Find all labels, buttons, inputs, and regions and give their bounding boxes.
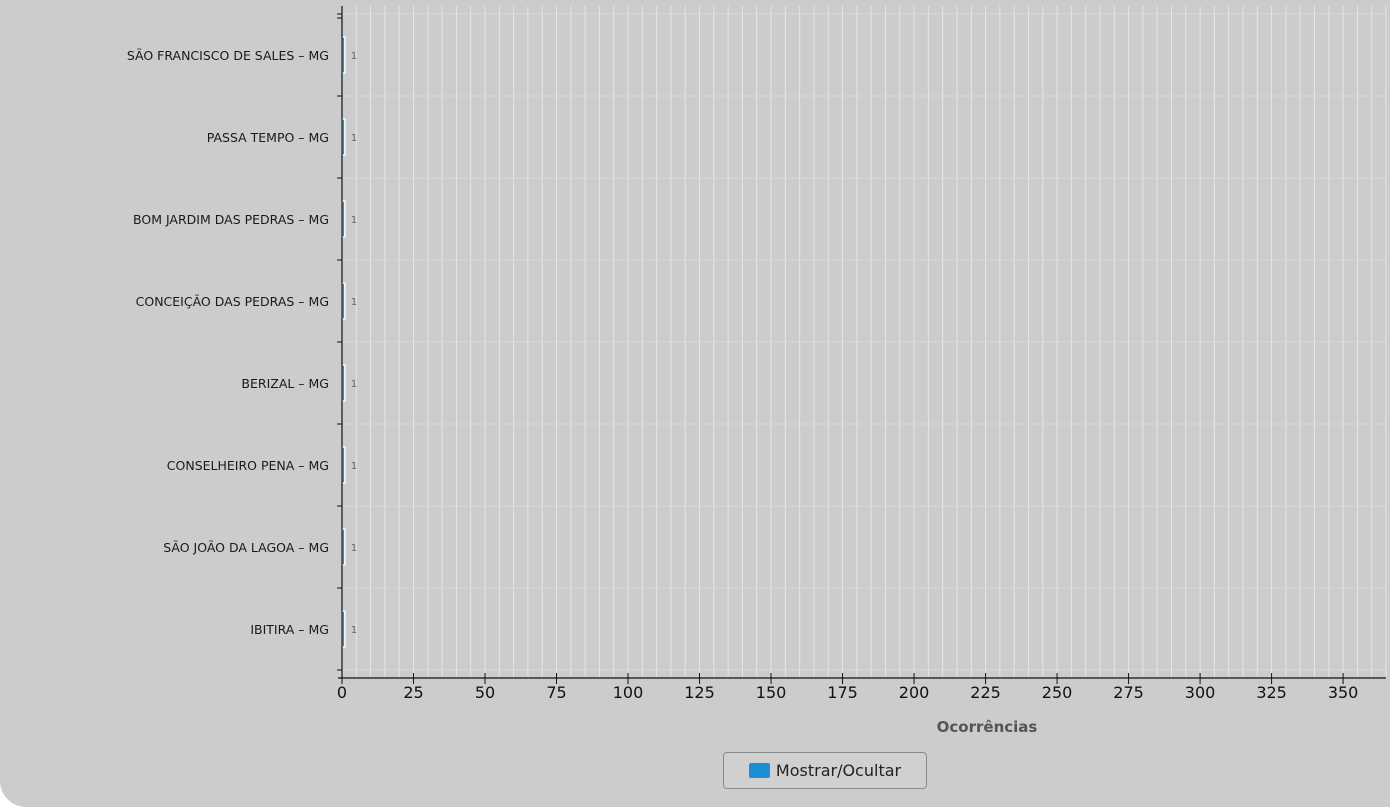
bar-value-label: 1 bbox=[351, 133, 357, 144]
category-label: CONSELHEIRO PENA – MG bbox=[167, 458, 329, 473]
category-label: SÃO FRANCISCO DE SALES – MG bbox=[127, 48, 329, 63]
labels: 1 SÃO FRANCISCO DE SALES – MG 1 PASSA TEMPO… bbox=[127, 48, 1359, 702]
x-tick-label: 0 bbox=[337, 683, 347, 702]
bar-value-label: 1 bbox=[351, 543, 357, 554]
x-tick-label: 25 bbox=[403, 683, 423, 702]
x-tick-label: 50 bbox=[475, 683, 495, 702]
x-tick-label: 200 bbox=[899, 683, 930, 702]
x-tick-label: 275 bbox=[1113, 683, 1144, 702]
category-label: BOM JARDIM DAS PEDRAS – MG bbox=[133, 212, 329, 227]
category-label: SÃO JOÃO DA LAGOA – MG bbox=[163, 540, 329, 555]
x-tick-label: 75 bbox=[546, 683, 566, 702]
category-label: IBITIRA – MG bbox=[250, 622, 329, 637]
x-tick-label: 350 bbox=[1328, 683, 1359, 702]
category-label: CONCEIÇÃO DAS PEDRAS – MG bbox=[136, 294, 329, 309]
x-tick-label: 150 bbox=[756, 683, 787, 702]
grid-lines bbox=[342, 6, 1387, 678]
bar-chart: 1 SÃO FRANCISCO DE SALES – MG 1 PASSA TEMPO… bbox=[127, 6, 1387, 736]
x-tick-label: 250 bbox=[1042, 683, 1073, 702]
legend-swatch-icon bbox=[748, 763, 770, 778]
legend-label: Mostrar/Ocultar bbox=[775, 761, 902, 780]
axes bbox=[337, 6, 1386, 684]
x-tick-label: 125 bbox=[684, 683, 715, 702]
bars bbox=[341, 36, 346, 648]
x-tick-label: 100 bbox=[613, 683, 644, 702]
bar-value-label: 1 bbox=[351, 51, 357, 62]
x-axis-title: Ocorrências bbox=[937, 718, 1038, 736]
bar-value-label: 1 bbox=[351, 625, 357, 636]
x-tick-label: 300 bbox=[1185, 683, 1216, 702]
bar-value-label: 1 bbox=[351, 379, 357, 390]
category-label: PASSA TEMPO – MG bbox=[207, 130, 329, 145]
x-tick-label: 225 bbox=[970, 683, 1001, 702]
bar-value-label: 1 bbox=[351, 461, 357, 472]
bar-value-label: 1 bbox=[351, 297, 357, 308]
legend-toggle-button[interactable]: Mostrar/Ocultar bbox=[723, 752, 927, 789]
category-label: BERIZAL – MG bbox=[241, 376, 329, 391]
bar-value-label: 1 bbox=[351, 215, 357, 226]
x-tick-label: 175 bbox=[827, 683, 858, 702]
x-tick-label: 325 bbox=[1256, 683, 1287, 702]
